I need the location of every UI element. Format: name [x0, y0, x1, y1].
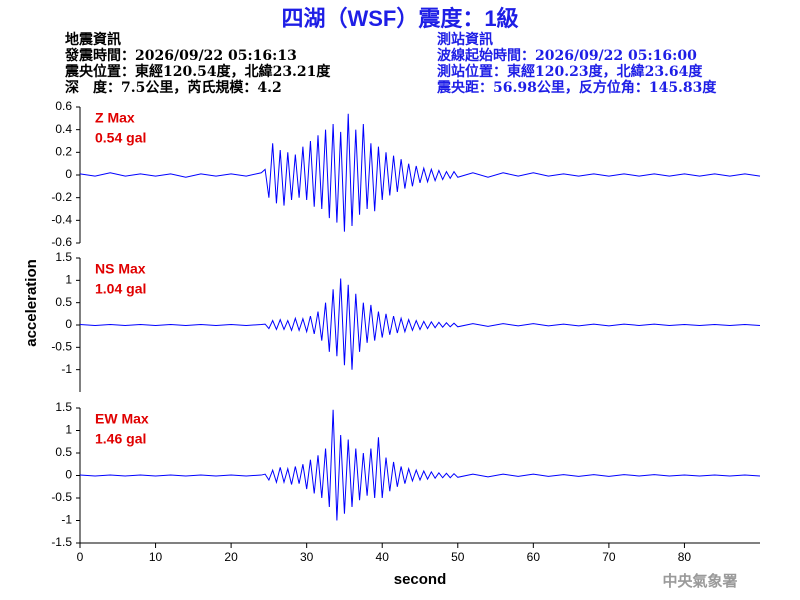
waveform [79, 113, 761, 232]
x-tick-label: 10 [149, 550, 163, 564]
x-axis-label: second [394, 571, 447, 588]
y-tick-label: 1 [65, 423, 72, 437]
info-line: 震央位置：東經120.54度，北緯23.21度 [64, 63, 331, 80]
info-line: 深 度：7.5公里，芮氏規模：4.2 [65, 79, 282, 96]
x-tick-label: 20 [224, 550, 238, 564]
trace-label: NS Max [95, 261, 146, 277]
x-tick-label: 30 [300, 550, 314, 564]
y-tick-label: 0.4 [55, 122, 72, 136]
info-line: 發震時間：2026/09/22 05:16:13 [64, 47, 297, 64]
trace-max: 0.54 gal [95, 130, 146, 146]
x-tick-label: 50 [451, 550, 465, 564]
x-tick-label: 70 [602, 550, 616, 564]
y-tick-label: 0.6 [55, 99, 72, 113]
y-tick-label: -1 [61, 513, 72, 527]
y-tick-label: -1 [61, 362, 72, 376]
x-tick-label: 0 [77, 550, 84, 564]
x-tick-label: 60 [527, 550, 541, 564]
y-tick-label: 1.5 [55, 400, 72, 414]
y-tick-label: 0 [65, 317, 72, 331]
y-tick-label: 0.2 [55, 145, 72, 159]
x-tick-label: 80 [678, 550, 692, 564]
y-tick-label: 0 [65, 167, 72, 181]
y-tick-label: 1 [65, 273, 72, 287]
station-line: 波線起始時間：2026/09/22 05:16:00 [437, 47, 697, 64]
y-tick-label: -0.4 [51, 213, 72, 227]
station-line: 測站位置：東經120.23度，北緯23.64度 [437, 63, 703, 80]
info-heading: 地震資訊 [65, 31, 121, 48]
y-tick-label: -0.6 [51, 235, 72, 249]
y-tick-label: -1.5 [51, 535, 72, 549]
trace-label: EW Max [95, 411, 149, 427]
y-tick-label: 1.5 [55, 250, 72, 264]
trace-label: Z Max [95, 110, 135, 126]
station-heading: 測站資訊 [437, 31, 493, 48]
waveform [79, 409, 761, 521]
y-tick-label: 0 [65, 468, 72, 482]
y-tick-label: -0.5 [51, 340, 72, 354]
y-tick-label: -0.2 [51, 190, 72, 204]
y-axis-label: acceleration [23, 259, 40, 347]
trace-max: 1.04 gal [95, 281, 146, 297]
station-line: 震央距：56.98公里，反方位角：145.83度 [436, 79, 717, 96]
chart-title: 四湖（WSF）震度：1級 [281, 6, 518, 31]
y-tick-label: -0.5 [51, 490, 72, 504]
trace-max: 1.46 gal [95, 431, 146, 447]
y-tick-label: 0.5 [55, 445, 72, 459]
waveform [79, 278, 761, 370]
x-tick-label: 40 [376, 550, 390, 564]
footer: 中央氣象署 [662, 572, 737, 590]
y-tick-label: 0.5 [55, 295, 72, 309]
